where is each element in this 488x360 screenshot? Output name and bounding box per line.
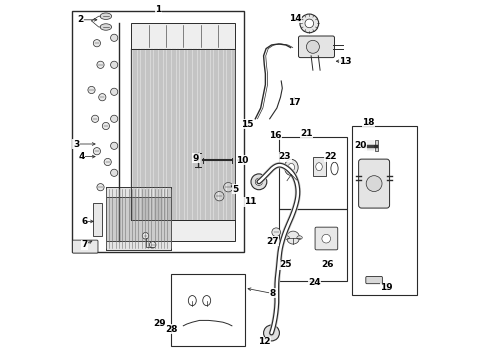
Circle shape [306,40,319,53]
Bar [106,241,170,250]
Circle shape [110,142,118,149]
Text: 25: 25 [279,260,291,269]
Bar [93,203,102,236]
Text: 15: 15 [241,120,253,129]
Text: 9: 9 [192,154,199,163]
Circle shape [97,61,104,68]
Circle shape [263,325,279,341]
Text: 14: 14 [288,14,301,23]
Text: 1: 1 [155,5,161,14]
Circle shape [91,115,99,122]
Bar [131,220,235,241]
Text: 6: 6 [81,217,87,226]
Circle shape [110,88,118,95]
Circle shape [110,196,118,203]
Text: 21: 21 [300,129,312,138]
Text: 17: 17 [287,98,300,107]
Ellipse shape [315,163,322,171]
Circle shape [271,228,280,237]
Circle shape [305,19,313,28]
Bar [312,157,325,176]
Bar [106,187,170,197]
Circle shape [93,148,101,155]
FancyBboxPatch shape [298,36,334,58]
Bar [131,49,235,220]
Circle shape [286,231,299,244]
Circle shape [102,122,109,130]
Text: 5: 5 [232,185,238,194]
Text: 12: 12 [258,338,270,346]
Text: 13: 13 [338,57,351,66]
Bar [278,137,346,209]
Text: 11: 11 [243,197,256,206]
Text: 4: 4 [79,152,85,161]
Text: 23: 23 [278,152,290,161]
Text: 29: 29 [153,320,166,328]
Text: 18: 18 [362,118,374,127]
Circle shape [321,234,330,243]
Text: 26: 26 [321,260,333,269]
Circle shape [110,61,118,68]
Bar [131,23,235,49]
Circle shape [104,158,111,166]
Text: 22: 22 [324,152,336,161]
Bar [352,126,416,295]
FancyBboxPatch shape [314,227,337,250]
Ellipse shape [296,236,302,239]
Circle shape [88,86,95,94]
Bar [106,187,170,250]
Bar [278,209,346,281]
Text: 3: 3 [73,140,79,149]
Circle shape [250,174,266,190]
Text: 27: 27 [266,237,278,246]
Bar [170,274,244,346]
FancyBboxPatch shape [358,159,389,208]
Text: 2: 2 [78,15,83,24]
Circle shape [110,115,118,122]
Circle shape [99,94,106,101]
Circle shape [110,169,118,176]
Ellipse shape [100,13,111,19]
Circle shape [223,183,232,192]
Circle shape [110,34,118,41]
Circle shape [97,184,104,191]
Text: 24: 24 [308,278,320,287]
Text: 16: 16 [268,131,281,140]
Circle shape [93,40,101,47]
Text: 28: 28 [165,325,178,334]
Text: 7: 7 [81,240,87,249]
Bar [106,187,170,250]
Circle shape [149,242,156,248]
Circle shape [255,178,262,185]
Ellipse shape [100,24,111,30]
FancyBboxPatch shape [365,276,382,284]
Ellipse shape [287,163,294,171]
Ellipse shape [284,236,289,239]
Circle shape [142,233,148,239]
Text: 19: 19 [380,284,392,292]
Circle shape [214,192,224,201]
Circle shape [299,14,318,33]
Text: 10: 10 [236,156,248,165]
Text: 8: 8 [268,289,275,298]
Bar [72,11,244,252]
Text: 20: 20 [353,141,366,150]
Circle shape [110,223,118,230]
Bar [374,140,377,151]
FancyBboxPatch shape [72,240,98,253]
Ellipse shape [284,159,298,175]
Circle shape [366,176,381,192]
